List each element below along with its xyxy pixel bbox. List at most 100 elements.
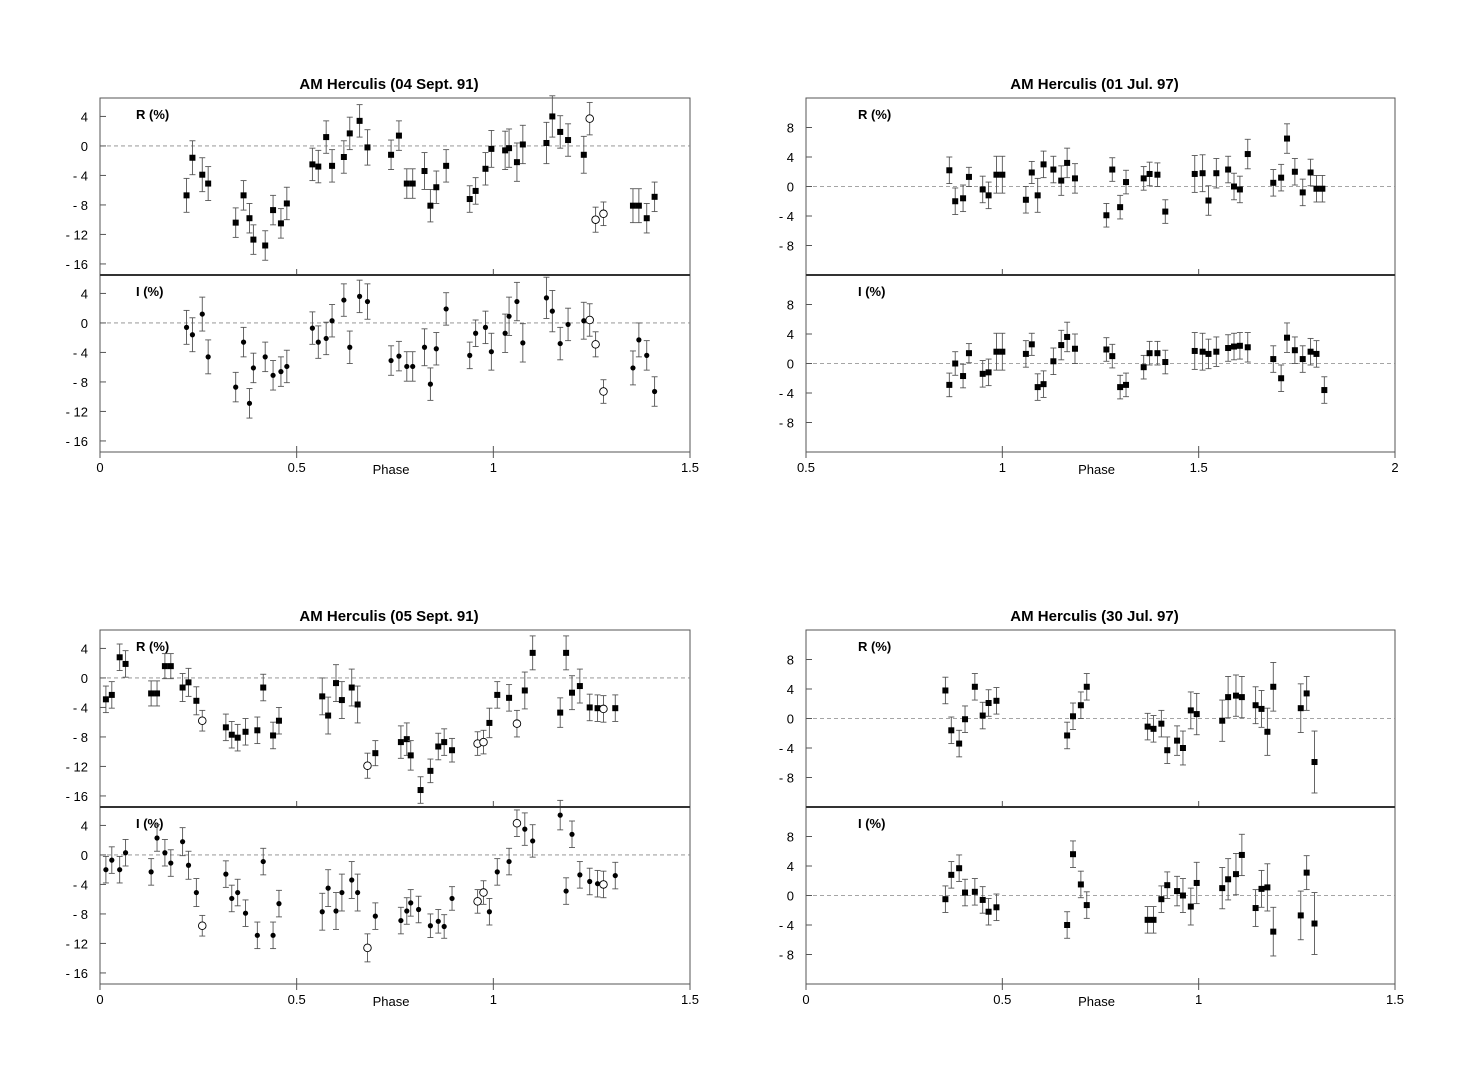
data-point: [563, 877, 570, 905]
marker-open-circle: [512, 719, 522, 728]
marker-dot: [185, 862, 192, 868]
data-point: [594, 869, 601, 898]
marker-dot: [205, 354, 211, 360]
data-point: [1158, 885, 1165, 913]
marker-square: [946, 167, 953, 174]
data-point: [1117, 194, 1124, 220]
data-point: [348, 668, 355, 707]
data-point: [1064, 321, 1071, 353]
marker-open-circle: [599, 704, 608, 714]
data-point: [1231, 172, 1238, 201]
data-point: [1154, 162, 1161, 187]
marker-dot: [180, 839, 186, 845]
marker-dot: [482, 324, 489, 330]
x-tick-label: 1: [999, 460, 1006, 475]
data-point: [449, 737, 456, 763]
marker-dot: [520, 340, 526, 346]
marker-square: [1244, 151, 1251, 158]
y-tick-label: - 4: [779, 741, 794, 756]
data-point: [586, 867, 593, 896]
data-point: [1050, 347, 1057, 376]
data-point: [952, 187, 959, 215]
marker-square: [388, 151, 395, 158]
data-point: [1258, 869, 1265, 908]
data-point: [443, 292, 450, 326]
data-point: [643, 340, 650, 371]
data-point: [1199, 154, 1206, 193]
marker-square: [319, 693, 326, 700]
data-point: [1238, 833, 1245, 877]
data-point: [427, 758, 434, 784]
data-point: [942, 885, 949, 913]
marker-dot: [427, 923, 433, 929]
data-point: [979, 701, 986, 730]
data-point: [1191, 155, 1198, 193]
marker-square: [240, 192, 247, 199]
marker-square: [1191, 170, 1198, 177]
panel-r: 8 4 0 - 4 - 8 R (%): [779, 629, 1396, 808]
marker-open-circle: [591, 215, 600, 224]
panel-label: R (%): [858, 639, 891, 654]
data-point: [962, 705, 969, 733]
marker-square: [275, 717, 282, 724]
marker-dot: [398, 917, 404, 924]
data-point: [1123, 169, 1130, 195]
marker-square: [1225, 694, 1232, 701]
data-point: [262, 341, 269, 373]
panel-label: I (%): [136, 816, 163, 831]
panel-frame: [99, 97, 691, 276]
x-tick-label: 0: [96, 460, 103, 475]
marker-dot: [486, 909, 492, 915]
marker-square: [1164, 747, 1171, 754]
y-tick-label: - 16: [66, 434, 88, 449]
data-point: [433, 170, 440, 204]
panel-r: 4 0 - 4 - 8 - 12 - 16 R (%): [66, 95, 691, 276]
marker-dot: [404, 363, 410, 370]
data-point: [205, 166, 212, 201]
marker-square: [108, 691, 115, 698]
data-point: [1264, 863, 1271, 912]
data-point: [971, 673, 978, 701]
data-point: [240, 326, 247, 358]
marker-square: [1022, 350, 1029, 357]
marker-square: [1291, 347, 1298, 354]
data-point: [999, 332, 1006, 371]
data-point: [1297, 683, 1304, 733]
x-axis-label: Phase: [373, 462, 410, 477]
y-tick-label: - 8: [73, 730, 88, 745]
marker-dot: [467, 352, 473, 358]
data-point: [323, 321, 330, 356]
data-point: [1144, 906, 1151, 934]
data-point: [1258, 690, 1265, 728]
y-tick-label: - 8: [73, 907, 88, 922]
marker-square: [1270, 683, 1277, 690]
marker-square: [1158, 720, 1165, 727]
x-axis-label: Phase: [373, 994, 410, 1009]
data-point: [529, 824, 536, 858]
data-point: [228, 721, 235, 749]
marker-square: [1270, 356, 1277, 363]
data-point: [960, 184, 967, 213]
marker-dot: [189, 332, 196, 338]
panel-label: R (%): [136, 107, 169, 122]
marker-square: [1146, 170, 1153, 177]
marker-square: [965, 350, 972, 357]
marker-dot: [168, 860, 174, 866]
data-point: [494, 681, 501, 709]
marker-square: [529, 649, 536, 656]
data-point: [586, 693, 593, 722]
data-point: [325, 869, 332, 908]
y-tick-label: - 8: [779, 771, 794, 786]
marker-square: [338, 697, 345, 704]
data-point: [329, 304, 336, 338]
data-point: [242, 718, 249, 746]
data-point: [942, 676, 949, 705]
y-tick-label: - 8: [779, 416, 794, 431]
marker-square: [122, 660, 129, 667]
data-point: [1303, 855, 1310, 891]
data-point: [1146, 340, 1153, 366]
data-point: [108, 681, 115, 709]
data-point: [1252, 889, 1259, 927]
data-point: [1071, 163, 1078, 194]
data-point: [364, 129, 371, 166]
